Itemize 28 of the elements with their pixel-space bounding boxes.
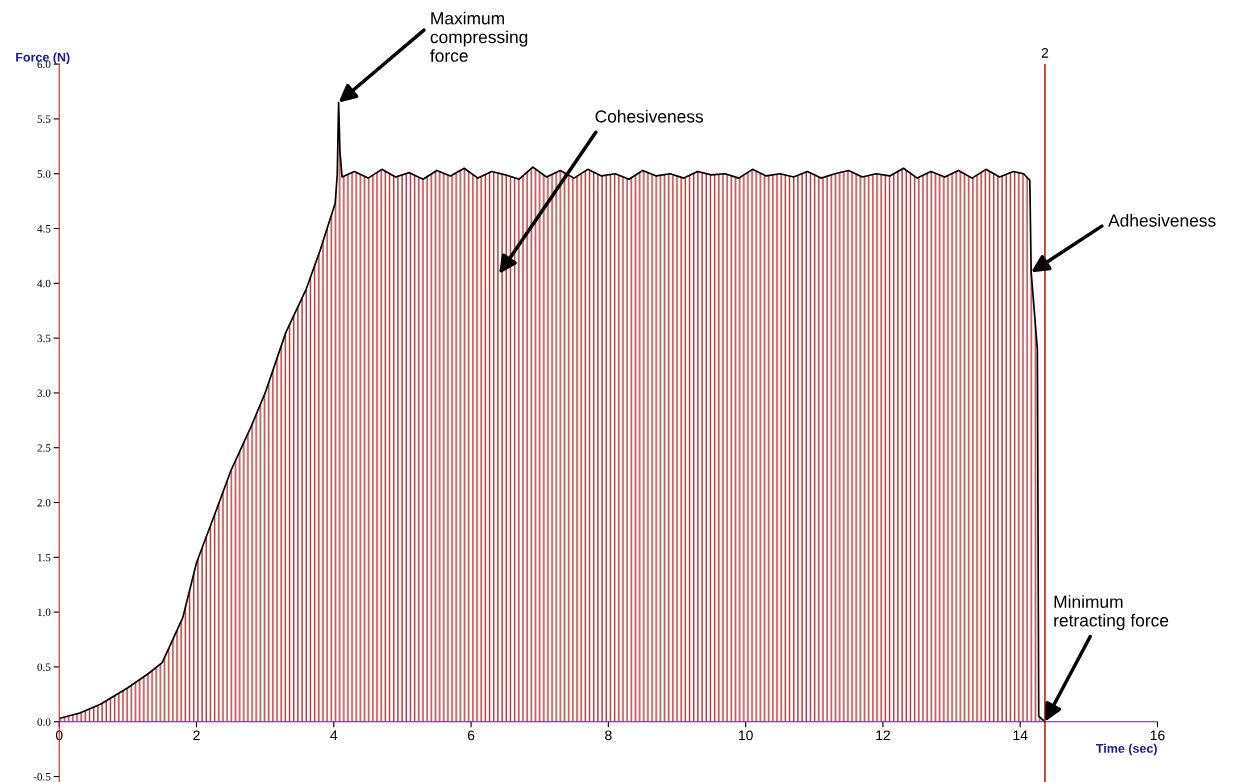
y-tick-label: 6.0 [37,60,51,69]
y-tick-label: 2.0 [37,498,51,507]
y-tick-label: 1.0 [37,608,51,617]
y-tick-label: -0.5 [33,772,51,781]
y-tick-label: 1.5 [37,553,51,562]
y-tick-label: 5.5 [37,115,51,123]
y-tick-label: 5.0 [37,170,51,178]
x-tick-label: 4 [330,730,338,741]
x-axis-title: Time (sec) [1096,743,1157,756]
x-tick-label: 14 [1013,730,1028,741]
x-tick-label: 6 [467,730,475,741]
y-tick-label: 0.0 [37,718,51,726]
y-tick-label: 0.5 [37,663,51,671]
annotation: Cohesiveness [595,109,704,123]
x-tick-label: 16 [1150,730,1165,741]
x-tick-label: 8 [605,730,612,741]
annotation: Adhesiveness [1108,213,1216,227]
y-tick-label: 3.5 [37,334,51,343]
y-tick-label: 2.5 [37,444,51,452]
text: 2 [1041,47,1049,58]
x-tick-label: 10 [738,730,753,741]
x-tick-label: 12 [876,730,890,741]
x-tick-label: 2 [193,730,200,741]
y-tick-label: 4.0 [37,279,51,288]
y-tick-label: 3.0 [37,389,51,397]
y-tick-label: 4.5 [37,225,51,233]
annotation: Maximum compressing force [430,11,528,62]
annotation: Minimum retracting force [1054,595,1169,631]
